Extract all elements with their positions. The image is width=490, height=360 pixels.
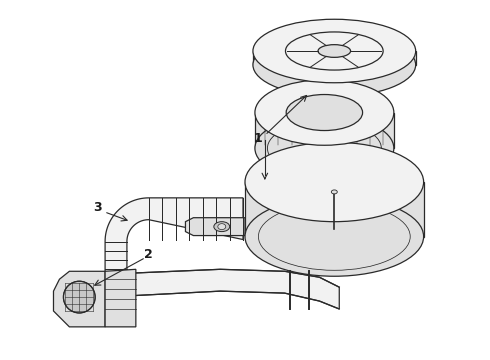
Ellipse shape — [318, 45, 350, 57]
Polygon shape — [253, 51, 416, 65]
Text: 2: 2 — [145, 248, 153, 261]
Polygon shape — [185, 218, 245, 235]
Text: 3: 3 — [93, 201, 101, 214]
Polygon shape — [105, 269, 339, 309]
Polygon shape — [105, 198, 243, 297]
Ellipse shape — [214, 222, 230, 231]
Ellipse shape — [286, 32, 383, 70]
Ellipse shape — [63, 281, 95, 313]
Ellipse shape — [245, 197, 424, 276]
Polygon shape — [255, 113, 394, 148]
Ellipse shape — [286, 95, 363, 131]
Ellipse shape — [245, 142, 424, 222]
Ellipse shape — [218, 224, 226, 230]
Polygon shape — [105, 269, 136, 327]
Ellipse shape — [255, 20, 413, 82]
Polygon shape — [245, 182, 424, 237]
Polygon shape — [53, 271, 105, 327]
Ellipse shape — [253, 33, 416, 96]
Ellipse shape — [253, 19, 416, 83]
Ellipse shape — [268, 86, 381, 139]
Ellipse shape — [255, 80, 394, 145]
Ellipse shape — [255, 116, 394, 181]
Text: 1: 1 — [253, 132, 262, 145]
Ellipse shape — [331, 190, 337, 194]
